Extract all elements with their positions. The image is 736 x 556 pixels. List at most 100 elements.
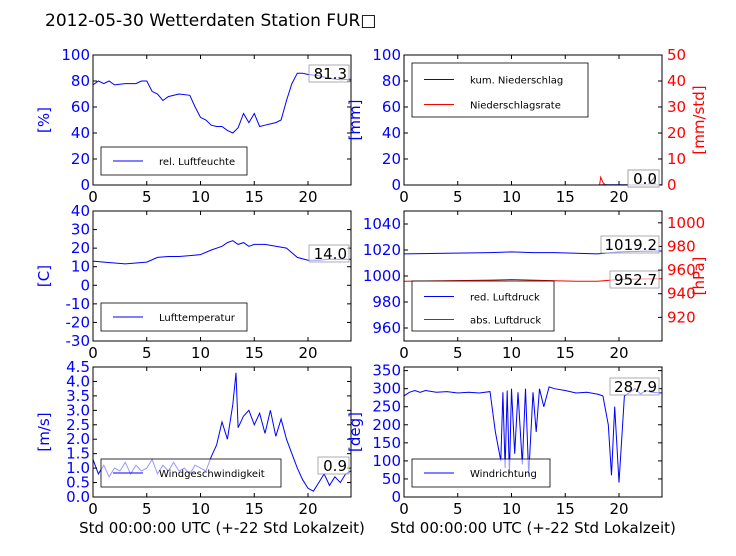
y-tick-label-precipitation: 20 (382, 150, 401, 168)
x-tick-label-wind_speed: 5 (142, 500, 152, 518)
value-annotation-humidity-0: 81.3 (309, 65, 349, 83)
x-tick-label-pressure: 5 (453, 344, 463, 362)
y2-tick-label-precipitation: 20 (667, 124, 686, 142)
x-tick-label-wind_speed: 10 (191, 500, 210, 518)
y-tick-label-humidity: 60 (71, 98, 90, 116)
y2-tick-label-precipitation: 50 (667, 46, 686, 64)
value-annotation-text-pressure-0: 1019.2 (605, 236, 658, 254)
value-annotation-temperature-0: 14.0 (309, 245, 349, 263)
y-tick-label-humidity: 20 (71, 150, 90, 168)
y-axis-label-precipitation: [mm] (346, 100, 364, 141)
value-annotation-text-wind_speed-0: 0.9 (323, 457, 347, 475)
y-tick-label-humidity: 80 (71, 72, 90, 90)
value-annotation-text-pressure-1: 952.7 (614, 271, 657, 289)
y2-tick-label-precipitation: 10 (667, 150, 686, 168)
x-tick-label-temperature: 20 (298, 344, 317, 362)
y-tick-label-wind_direction: 200 (372, 416, 401, 434)
y-tick-label-pressure: 1040 (363, 215, 401, 233)
y-axis-label-temperature: [C] (35, 265, 53, 287)
value-annotation-wind_direction-0: 287.9 (610, 378, 659, 396)
y2-tick-label-pressure: 980 (667, 237, 696, 255)
y-tick-label-humidity: 0 (80, 176, 90, 194)
y-tick-label-wind_direction: 150 (372, 434, 401, 452)
x-tick-label-precipitation: 5 (453, 188, 463, 206)
legend-temperature: Lufttemperatur (101, 303, 247, 331)
y-tick-label-temperature: 30 (71, 221, 90, 239)
y-tick-label-humidity: 40 (71, 124, 90, 142)
legend-label-wind_direction-0: Windrichtung (470, 469, 537, 480)
value-annotation-text-temperature-0: 14.0 (314, 245, 347, 263)
y2-tick-label-precipitation: 30 (667, 98, 686, 116)
legend-label-pressure-1: abs. Luftdruck (470, 316, 541, 327)
x-tick-label-humidity: 15 (245, 188, 264, 206)
y-tick-label-precipitation: 0 (391, 176, 401, 194)
value-annotation-text-precipitation-1: 0.0 (633, 170, 657, 188)
y2-tick-label-precipitation: 40 (667, 72, 686, 90)
legend-label-precipitation-1: Niederschlagsrate (470, 101, 561, 112)
x-tick-label-precipitation: 10 (502, 188, 521, 206)
y-tick-label-wind_speed: 4.5 (66, 358, 90, 376)
y-axis-label-humidity: [%] (35, 107, 53, 133)
x-tick-label-pressure: 20 (609, 344, 628, 362)
y-tick-label-wind_direction: 350 (372, 362, 401, 380)
x-tick-label-pressure: 0 (399, 344, 409, 362)
page-title: 2012-05-30 Wetterdaten Station FUR□ (45, 11, 376, 31)
y-tick-label-pressure: 960 (372, 319, 401, 337)
y-tick-label-precipitation: 60 (382, 98, 401, 116)
y-tick-label-temperature: -10 (66, 295, 91, 313)
legend-label-wind_speed-0: Windgeschwindigkeit (159, 469, 265, 480)
legend-label-temperature-0: Lufttemperatur (159, 313, 236, 324)
y-tick-label-temperature: 40 (71, 202, 90, 220)
y-axis-label-wind_direction: [deg] (346, 412, 364, 452)
y2-tick-label-pressure: 920 (667, 308, 696, 326)
legend-label-humidity-0: rel. Luftfeuchte (159, 157, 235, 168)
x-axis-label-wind_direction: Std 00:00:00 UTC (+-22 Std Lokalzeit) (390, 519, 676, 537)
legend-wind_speed: Windgeschwindigkeit (101, 459, 281, 487)
y-tick-label-temperature: 10 (71, 258, 90, 276)
y-tick-label-wind_direction: 250 (372, 398, 401, 416)
x-tick-label-pressure: 15 (556, 344, 575, 362)
value-annotation-text-humidity-0: 81.3 (314, 65, 347, 83)
value-annotation-text-wind_direction-0: 287.9 (614, 378, 657, 396)
legend-wind_direction: Windrichtung (412, 459, 550, 487)
y2-axis-label-precipitation: [mm/std] (690, 85, 708, 154)
y2-axis-label-pressure: [hPa] (690, 257, 708, 296)
y-tick-label-pressure: 980 (372, 293, 401, 311)
value-annotation-pressure-0: 1019.2 (601, 236, 659, 254)
x-axis-label-wind_speed: Std 00:00:00 UTC (+-22 Std Lokalzeit) (79, 519, 365, 537)
x-tick-label-precipitation: 15 (556, 188, 575, 206)
y-tick-label-humidity: 100 (61, 46, 90, 64)
x-tick-label-temperature: 15 (245, 344, 264, 362)
x-tick-label-wind_direction: 15 (556, 500, 575, 518)
x-tick-label-temperature: 10 (191, 344, 210, 362)
x-tick-label-humidity: 10 (191, 188, 210, 206)
y-tick-label-wind_direction: 50 (382, 470, 401, 488)
y2-tick-label-precipitation: 0 (667, 176, 677, 194)
y-tick-label-wind_direction: 100 (372, 452, 401, 470)
x-tick-label-humidity: 5 (142, 188, 152, 206)
x-tick-label-wind_direction: 5 (453, 500, 463, 518)
y-tick-label-temperature: 0 (80, 276, 90, 294)
y-tick-label-precipitation: 100 (372, 46, 401, 64)
x-tick-label-wind_speed: 20 (298, 500, 317, 518)
legend-humidity: rel. Luftfeuchte (101, 147, 247, 175)
x-tick-label-precipitation: 20 (609, 188, 628, 206)
y-tick-label-wind_direction: 0 (391, 488, 401, 506)
value-annotation-wind_speed-0: 0.9 (318, 457, 349, 475)
x-tick-label-wind_direction: 20 (609, 500, 628, 518)
x-tick-label-wind_direction: 10 (502, 500, 521, 518)
y-tick-label-precipitation: 40 (382, 124, 401, 142)
legend-label-precipitation-0: kum. Niederschlag (470, 76, 563, 87)
value-annotation-precipitation-1: 0.0 (628, 170, 659, 188)
legend-label-pressure-0: red. Luftdruck (470, 293, 540, 304)
x-tick-label-temperature: 5 (142, 344, 152, 362)
y-tick-label-temperature: 20 (71, 239, 90, 257)
